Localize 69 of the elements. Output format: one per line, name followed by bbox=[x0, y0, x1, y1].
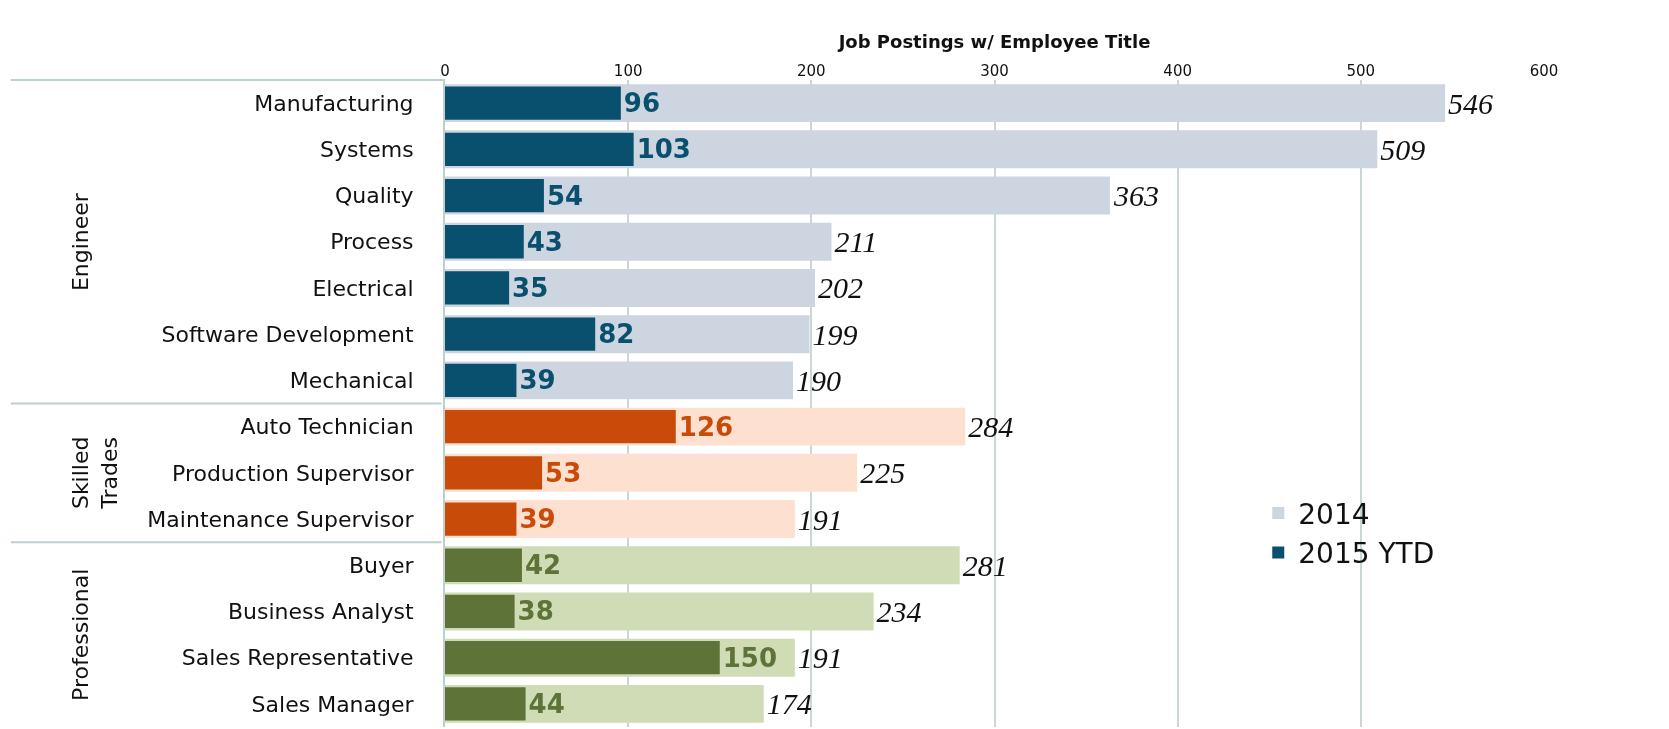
text: Skilled Trades bbox=[68, 436, 122, 510]
x-tick-label: 200 bbox=[797, 62, 826, 80]
data-label: 35 bbox=[512, 272, 549, 303]
data-label: 103 bbox=[636, 134, 691, 165]
bar bbox=[445, 132, 634, 166]
data-label: 38 bbox=[517, 596, 554, 627]
data-label: 43 bbox=[526, 226, 563, 257]
data-label: 284 bbox=[968, 410, 1014, 444]
data-label: 199 bbox=[812, 317, 858, 351]
x-tick-label: 100 bbox=[613, 62, 643, 80]
y-tick-label: Auto Technician bbox=[240, 414, 414, 440]
data-label: 211 bbox=[834, 225, 878, 259]
data-label: 202 bbox=[818, 271, 863, 305]
bar bbox=[445, 687, 526, 721]
data-label: 281 bbox=[962, 548, 1008, 582]
y-tick-label: Electrical bbox=[312, 275, 414, 301]
x-tick-label: 600 bbox=[1529, 62, 1559, 80]
bar bbox=[445, 409, 676, 444]
data-label: 509 bbox=[1380, 132, 1426, 166]
text: Professional bbox=[67, 568, 93, 701]
data-label: 150 bbox=[722, 642, 778, 673]
x-axis-title: Job Postings w/ Employee Title bbox=[836, 31, 1151, 53]
data-label: 234 bbox=[876, 594, 922, 628]
legend-label: 2015 YTD bbox=[1298, 537, 1435, 571]
y-tick-label: Mechanical bbox=[289, 368, 414, 394]
bar bbox=[445, 456, 543, 490]
data-label: 53 bbox=[545, 457, 582, 488]
x-tick-label: 300 bbox=[980, 62, 1009, 80]
data-label: 39 bbox=[519, 365, 556, 396]
x-tick-label: 0 bbox=[440, 62, 450, 80]
legend-label: 2014 bbox=[1298, 498, 1370, 532]
bar bbox=[445, 317, 596, 351]
data-label: 546 bbox=[1448, 86, 1494, 120]
bar bbox=[445, 594, 515, 629]
y-tick-label: Quality bbox=[334, 183, 414, 209]
y-tick-label: Production Supervisor bbox=[172, 460, 415, 486]
data-label: 191 bbox=[797, 502, 843, 536]
data-label: 82 bbox=[598, 319, 635, 350]
y-tick-label: Process bbox=[330, 229, 414, 255]
bar bbox=[445, 86, 621, 120]
data-label: 96 bbox=[623, 88, 661, 119]
bar bbox=[445, 363, 517, 398]
y-tick-label: Sales Manager bbox=[251, 691, 415, 717]
y-tick-label: Business Analyst bbox=[227, 599, 414, 625]
data-label: 363 bbox=[1112, 179, 1159, 213]
x-tick-label: 500 bbox=[1346, 62, 1376, 80]
y-tick-label: Software Development bbox=[161, 321, 414, 347]
y-tick-label: Systems bbox=[320, 137, 414, 163]
data-label: 54 bbox=[546, 180, 584, 211]
bar bbox=[445, 502, 517, 536]
y-tick-label: Maintenance Supervisor bbox=[147, 506, 415, 532]
y-tick-label: Sales Representative bbox=[181, 645, 414, 671]
data-label: 174 bbox=[766, 687, 812, 721]
data-label: 191 bbox=[797, 641, 843, 675]
y-tick-label: Manufacturing bbox=[254, 90, 414, 116]
x-tick-label: 400 bbox=[1163, 62, 1192, 80]
data-label: 44 bbox=[528, 688, 565, 719]
bar bbox=[445, 548, 522, 582]
data-label: 190 bbox=[796, 363, 842, 397]
data-label: 126 bbox=[678, 411, 734, 442]
bar bbox=[445, 225, 524, 259]
bar bbox=[445, 641, 720, 675]
text: Engineer bbox=[67, 192, 93, 292]
y-tick-label: Buyer bbox=[348, 552, 415, 578]
bar bbox=[445, 271, 510, 305]
data-label: 225 bbox=[860, 456, 906, 490]
bar bbox=[445, 178, 544, 213]
data-label: 39 bbox=[519, 504, 556, 535]
data-label: 42 bbox=[524, 550, 562, 581]
